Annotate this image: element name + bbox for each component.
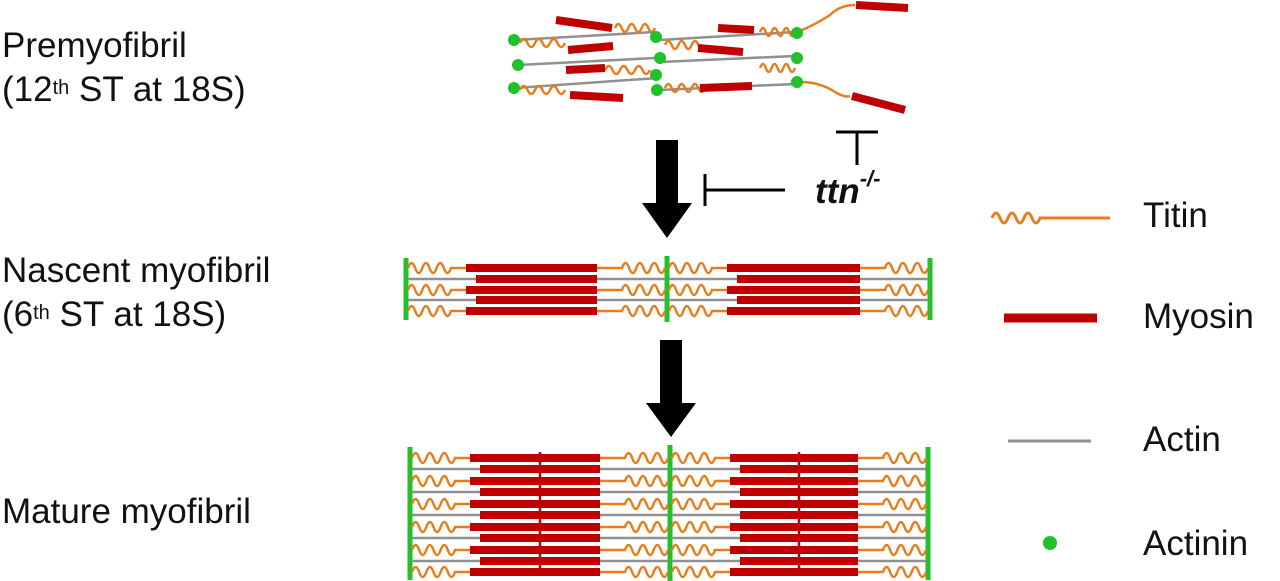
titin-filament: [600, 543, 670, 557]
premyofibril-title: Premyofibril: [2, 26, 187, 65]
actinin-dot: [508, 34, 520, 46]
titin-filament: [670, 543, 730, 557]
titin-filament: [858, 451, 928, 465]
actinin-dot: [791, 52, 803, 64]
titin-filament: [758, 62, 797, 74]
titin-filament: [670, 497, 730, 511]
legend-myosin-label: Myosin: [1143, 297, 1254, 336]
titin-filament: [406, 261, 466, 275]
titin-filament: [597, 304, 667, 318]
titin-filament: [799, 80, 851, 98]
titin-filament: [860, 261, 930, 275]
titin-filament: [667, 304, 727, 318]
nascent-myofibril-illustration: [403, 256, 933, 322]
titin-filament: [613, 22, 657, 34]
titin-filament: [597, 261, 667, 275]
inhibition-bar-horizontal: [703, 174, 785, 206]
inhibition-bar-vertical: [836, 130, 878, 165]
titin-filament: [667, 283, 727, 297]
premyofibril-label: Premyofibril (12th ST at 18S): [2, 24, 246, 112]
titin-filament: [858, 497, 928, 511]
titin-filament: [794, 3, 856, 35]
titin-filament: [406, 283, 466, 297]
actin-filament: [659, 54, 796, 64]
titin-filament: [758, 26, 797, 38]
myosin-filament: [555, 16, 613, 32]
actinin-dot: [512, 59, 524, 71]
legend: [990, 211, 1110, 550]
premyofibril-illustration: [508, 1, 909, 114]
mature-myofibril-label: Mature myofibril: [2, 492, 251, 531]
titin-filament: [858, 520, 928, 534]
titin-filament: [858, 543, 928, 557]
titin-filament: [667, 261, 727, 275]
titin-filament: [603, 64, 652, 76]
titin-filament: [518, 84, 567, 96]
actinin-dot: [651, 84, 663, 96]
titin-filament: [858, 474, 928, 488]
titin-filament: [597, 283, 667, 297]
actinin-dot: [508, 82, 520, 94]
titin-filament: [670, 451, 730, 465]
legend-titin-label: Titin: [1143, 196, 1208, 235]
titin-filament: [860, 283, 930, 297]
myosin-filament: [697, 44, 744, 56]
myosin-filament: [569, 91, 624, 102]
actinin-dot: [791, 76, 803, 88]
actin-filament: [514, 30, 656, 42]
titin-filament: [410, 520, 470, 534]
actinin-dot: [654, 52, 666, 64]
titin-filament: [518, 37, 567, 49]
titin-filament: [670, 474, 730, 488]
titin-filament: [410, 474, 470, 488]
titin-filament: [600, 474, 670, 488]
mature-myofibril-illustration: [407, 445, 931, 581]
titin-legend-icon: [990, 211, 1110, 225]
titin-filament: [410, 565, 470, 579]
actinin-legend-icon: [1043, 536, 1057, 550]
titin-filament: [410, 497, 470, 511]
actinin-dot: [791, 27, 803, 39]
myosin-filament: [699, 82, 753, 92]
myosin-filament: [565, 64, 606, 74]
legend-actin-label: Actin: [1143, 420, 1221, 459]
arrow-premyo-to-nascent: [642, 140, 692, 238]
titin-filament: [670, 520, 730, 534]
titin-filament: [600, 520, 670, 534]
myosin-filament: [850, 92, 907, 114]
nascent-myofibril-label: Nascent myofibril (6th ST at 18S): [2, 249, 270, 337]
titin-filament: [670, 565, 730, 579]
premyofibril-subtitle: (12th ST at 18S): [2, 70, 246, 109]
ttn-mutant-label: ttn-/-: [815, 166, 881, 211]
titin-filament: [406, 304, 466, 318]
myosin-filament: [567, 42, 614, 54]
titin-filament: [410, 543, 470, 557]
titin-filament: [410, 451, 470, 465]
actin-filament: [659, 30, 796, 42]
nascent-myofibril-title: Nascent myofibril: [2, 251, 271, 290]
actin-filament: [517, 56, 656, 67]
titin-filament: [600, 565, 670, 579]
myosin-filament: [855, 1, 909, 12]
titin-filament: [600, 451, 670, 465]
titin-filament: [663, 82, 707, 94]
actinin-dot: [650, 69, 662, 81]
titin-filament: [858, 565, 928, 579]
myosin-filament: [717, 24, 755, 34]
titin-filament: [600, 497, 670, 511]
titin-filament: [860, 304, 930, 318]
arrow-nascent-to-mature: [646, 340, 696, 437]
legend-actinin-label: Actinin: [1143, 524, 1249, 563]
nascent-myofibril-subtitle: (6th ST at 18S): [2, 295, 227, 334]
actinin-dot: [650, 31, 662, 43]
